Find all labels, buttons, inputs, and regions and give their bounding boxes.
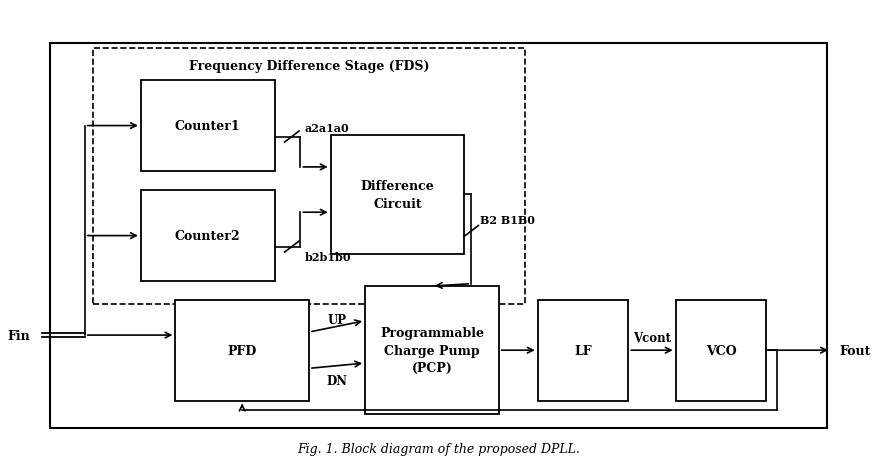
- Bar: [141, 190, 275, 282]
- Text: PFD: PFD: [228, 344, 257, 357]
- Bar: [50, 44, 826, 428]
- Text: UP: UP: [327, 313, 347, 326]
- Text: Fout: Fout: [840, 344, 871, 357]
- Text: Programmable: Programmable: [380, 326, 484, 339]
- Bar: [93, 49, 524, 305]
- Text: DN: DN: [326, 375, 348, 388]
- Text: B2 B1B0: B2 B1B0: [480, 214, 535, 225]
- Bar: [175, 300, 309, 401]
- Text: Charge Pump: Charge Pump: [385, 344, 480, 357]
- Bar: [141, 81, 275, 172]
- Text: b2b1b0: b2b1b0: [304, 251, 351, 263]
- Bar: [365, 287, 499, 414]
- Text: LF: LF: [574, 344, 591, 357]
- Text: (PCP): (PCP): [412, 361, 452, 374]
- Text: Circuit: Circuit: [373, 197, 422, 210]
- Text: Counter1: Counter1: [175, 120, 240, 133]
- Text: Frequency Difference Stage (FDS): Frequency Difference Stage (FDS): [189, 60, 429, 73]
- Text: Counter2: Counter2: [175, 230, 240, 243]
- Text: Fin: Fin: [8, 329, 31, 342]
- Text: Vcont: Vcont: [633, 332, 671, 344]
- Text: a2a1a0: a2a1a0: [304, 123, 349, 134]
- Text: Fig. 1. Block diagram of the proposed DPLL.: Fig. 1. Block diagram of the proposed DP…: [297, 442, 580, 455]
- Bar: [331, 136, 465, 254]
- Text: Difference: Difference: [361, 180, 435, 193]
- Bar: [538, 300, 628, 401]
- Text: VCO: VCO: [706, 344, 737, 357]
- Bar: [676, 300, 766, 401]
